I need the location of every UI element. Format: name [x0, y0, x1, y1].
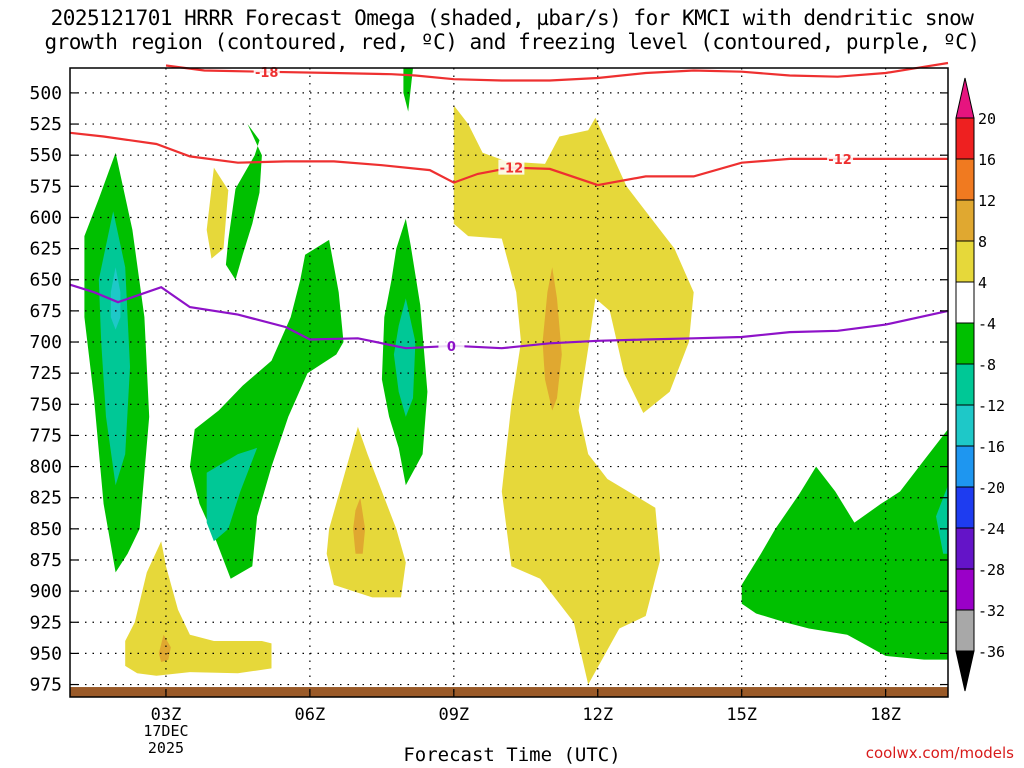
freezing-level-contour — [69, 283, 949, 350]
terrain-layer — [70, 687, 948, 697]
dgz-contour-minus12-label-bg-0 — [498, 159, 525, 175]
colorbar-bin-5 — [955, 322, 975, 365]
colorbar-label-1: 16 — [978, 151, 996, 169]
orange-core-7 — [158, 634, 171, 663]
colorbar-bin-11 — [955, 568, 975, 611]
colorbar-bin-7 — [955, 404, 975, 447]
ytick-label-575: 575 — [29, 176, 62, 197]
colorbar-label-3: 8 — [978, 233, 987, 251]
colorbar-label-11: -28 — [978, 561, 1005, 579]
teal-core-5 — [393, 298, 416, 417]
x-axis-title: Forecast Time (UTC) — [403, 744, 621, 766]
orange-core-4 — [353, 497, 366, 554]
ytick-label-525: 525 — [29, 114, 62, 135]
freezing-level-contour-label-0: 0 — [447, 340, 456, 355]
colorbar-label-7: -12 — [978, 397, 1005, 415]
colorbar-label-12: -32 — [978, 602, 1005, 620]
ytick-label-850: 850 — [29, 519, 62, 540]
colorbar-bin-10 — [955, 527, 975, 570]
ytick-label-975: 975 — [29, 675, 62, 696]
colorbar-label-5: -4 — [978, 315, 996, 333]
colorbar: 20 16 12 8 4 -4 -8 -12 -16 -20 -24 -28 -32 -36 — [955, 77, 1005, 692]
surface-terrain — [70, 687, 948, 697]
ytick-label-925: 925 — [29, 612, 62, 633]
ytick-label-775: 775 — [29, 425, 62, 446]
colorbar-label-9: -20 — [978, 479, 1005, 497]
colorbar-bottom-arrow — [955, 650, 975, 692]
green-right-8 — [741, 429, 948, 660]
ytick-label-625: 625 — [29, 239, 62, 260]
yellow-big-6 — [453, 105, 694, 685]
ytick-label-900: 900 — [29, 581, 62, 602]
ytick-label-725: 725 — [29, 363, 62, 384]
ytick-label-650: 650 — [29, 270, 62, 291]
colorbar-bin-4 — [955, 281, 975, 324]
colorbar-bin-3 — [955, 240, 975, 283]
xtick-label-15Z: 15Z — [726, 705, 757, 725]
colorbar-bin-2 — [955, 199, 975, 242]
chart-title-line-2: growth region (contoured, red, ºC) and f… — [44, 30, 980, 54]
ytick-label-675: 675 — [29, 301, 62, 322]
date-label-day: 17DEC — [143, 722, 189, 740]
colorbar-label-6: -8 — [978, 356, 996, 374]
teal-core-3 — [206, 447, 258, 542]
dgz-contour-minus12-label-1: -12 — [828, 153, 852, 168]
colorbar-label-8: -16 — [978, 438, 1005, 456]
ytick-label-500: 500 — [29, 83, 62, 104]
colorbar-label-4: 4 — [978, 274, 987, 292]
axis-layer: 500 525 550 575 600 625 650 675 700 725 750 775 800 8… — [29, 67, 949, 725]
date-label: 17DEC 2025 — [136, 723, 196, 757]
teal-core-1 — [98, 211, 130, 486]
colorbar-bin-6 — [955, 363, 975, 406]
orange-streak-6 — [542, 267, 562, 411]
green-streak-2 — [225, 124, 262, 280]
chart-title-line-1: 2025121701 HRRR Forecast Omega (shaded, … — [50, 6, 974, 30]
colorbar-top-arrow — [955, 77, 975, 119]
colorbar-label-13: -36 — [978, 643, 1005, 661]
ytick-label-800: 800 — [29, 457, 62, 478]
plot-frame — [69, 67, 949, 698]
dgz-contour-minus18-label-0: -18 — [255, 66, 279, 81]
ytick-label-600: 600 — [29, 207, 62, 228]
credit-link[interactable]: coolwx.com/models — [865, 744, 1014, 762]
colorbar-label-10: -24 — [978, 520, 1005, 538]
xtick-label-03Z: 03Z — [151, 705, 182, 725]
freezing-level-contour-label-bg-0 — [438, 337, 465, 353]
colorbar-label-0: 20 — [978, 110, 996, 128]
ytick-label-825: 825 — [29, 488, 62, 509]
dgz-contour-minus18 — [165, 61, 949, 82]
xtick-label-12Z: 12Z — [582, 705, 613, 725]
xtick-label-18Z: 18Z — [870, 705, 901, 725]
ytick-label-750: 750 — [29, 394, 62, 415]
contour-layer: -18 -12 -12 0 — [69, 61, 949, 355]
date-label-year: 2025 — [147, 739, 185, 757]
white-notch-6 — [585, 298, 613, 399]
teal-edge-8 — [936, 485, 948, 554]
ytick-label-875: 875 — [29, 550, 62, 571]
dgz-contour-minus12 — [69, 131, 948, 187]
colorbar-bin-9 — [955, 486, 975, 529]
dgz-contour-minus12-label-bg-1 — [827, 150, 854, 166]
dgz-contour-minus12-label-0: -12 — [500, 162, 524, 177]
colorbar-bin-1 — [955, 158, 975, 201]
yellow-blob-4 — [326, 426, 406, 598]
chart-title: 2025121701 HRRR Forecast Omega (shaded, … — [0, 6, 1024, 54]
green-top-9 — [403, 68, 413, 112]
colorbar-bin-0 — [955, 117, 975, 160]
ytick-label-550: 550 — [29, 145, 62, 166]
xtick-label-09Z: 09Z — [438, 705, 469, 725]
colorbar-label-2: 12 — [978, 192, 996, 210]
cyan-core-1 — [110, 267, 121, 330]
colorbar-bin-12 — [955, 609, 975, 652]
ytick-label-950: 950 — [29, 643, 62, 664]
xtick-label-06Z: 06Z — [295, 705, 326, 725]
omega-shading-layer — [84, 68, 948, 685]
ytick-label-700: 700 — [29, 332, 62, 353]
yellow-blob-1 — [206, 167, 229, 259]
colorbar-bin-8 — [955, 445, 975, 488]
